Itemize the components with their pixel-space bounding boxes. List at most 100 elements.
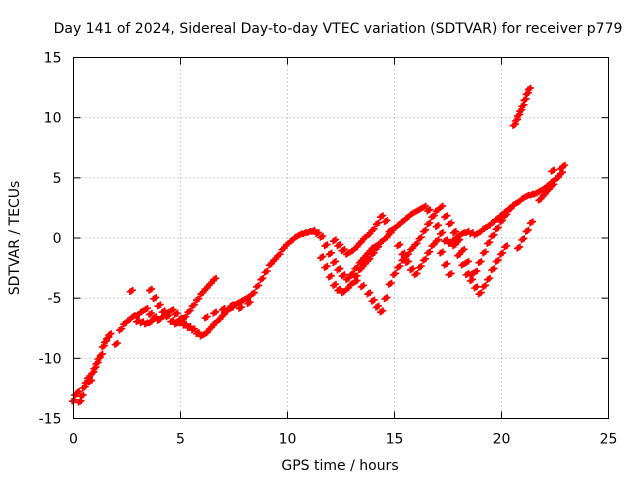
x-tick-label: 15 <box>386 432 404 448</box>
data-point <box>268 260 275 267</box>
data-point <box>516 243 524 251</box>
data-point <box>153 294 160 301</box>
data-point <box>114 339 121 347</box>
data-point <box>281 244 288 252</box>
x-tick-labels: 0 5 10 15 20 25 <box>69 432 617 448</box>
data-point <box>426 248 434 255</box>
data-point <box>392 270 400 277</box>
data-point <box>375 243 382 251</box>
data-point <box>341 246 348 253</box>
data-point <box>148 318 156 325</box>
data-point <box>408 266 415 273</box>
data-point <box>238 303 246 311</box>
data-point <box>461 260 468 267</box>
data-point <box>469 276 477 283</box>
data-point <box>431 241 438 248</box>
data-point <box>414 270 421 277</box>
data-point <box>88 377 96 384</box>
data-point <box>362 260 370 267</box>
data-point <box>426 219 434 226</box>
data-point <box>337 265 344 272</box>
data-point <box>332 258 340 265</box>
y-tick-label: 0 <box>53 231 62 247</box>
data-point <box>151 294 159 302</box>
data-point <box>418 262 425 270</box>
data-point <box>486 238 494 246</box>
x-tick-label: 0 <box>69 432 78 448</box>
data-point <box>118 325 126 332</box>
data-point <box>388 226 395 234</box>
data-point <box>358 258 365 265</box>
data-point <box>147 286 154 293</box>
data-point <box>542 190 549 198</box>
data-point <box>396 241 404 248</box>
data-point <box>272 255 280 263</box>
data-point <box>204 284 211 291</box>
y-tick-label: 5 <box>53 171 62 187</box>
data-point <box>396 262 404 270</box>
data-point <box>435 236 442 243</box>
data-point <box>478 258 485 265</box>
data-point <box>472 284 480 291</box>
data-point <box>200 289 207 296</box>
data-point <box>212 274 220 282</box>
data-point <box>508 205 515 212</box>
data-point <box>187 307 194 314</box>
data-point <box>367 289 374 296</box>
data-point <box>360 282 367 289</box>
data-point <box>208 324 216 331</box>
data-point <box>221 304 228 312</box>
data-point <box>465 258 472 265</box>
plot-frame <box>73 57 609 419</box>
data-point <box>129 286 136 294</box>
data-point <box>494 257 501 265</box>
data-point <box>161 307 168 314</box>
data-point <box>482 248 489 255</box>
data-point <box>448 270 455 277</box>
data-point <box>328 272 335 279</box>
data-point <box>405 258 412 265</box>
data-point <box>474 267 481 275</box>
data-point <box>208 279 216 287</box>
data-point <box>319 253 327 260</box>
data-point <box>444 212 451 219</box>
data-point <box>439 229 447 236</box>
data-point <box>435 221 442 229</box>
data-point <box>401 249 408 257</box>
data-point <box>384 294 391 301</box>
data-point <box>478 289 485 296</box>
data-point <box>211 309 218 316</box>
data-point <box>371 249 378 257</box>
data-point <box>315 229 323 236</box>
data-point <box>221 311 228 318</box>
data-point <box>170 317 177 324</box>
data-point <box>452 227 460 235</box>
data-point <box>191 325 198 332</box>
y-tick-labels: -15 -10 -5 0 5 10 15 <box>39 51 62 428</box>
data-point <box>322 263 330 271</box>
data-point <box>431 212 438 219</box>
data-point <box>170 306 177 313</box>
data-point <box>379 307 387 314</box>
data-point <box>375 302 382 309</box>
data-point <box>546 185 554 193</box>
data-point <box>521 235 528 242</box>
data-point <box>495 256 502 264</box>
data-point <box>178 318 186 325</box>
data-point <box>486 274 494 282</box>
data-point <box>217 315 224 323</box>
data-point <box>456 236 464 243</box>
data-point <box>230 301 237 308</box>
data-point <box>358 265 365 272</box>
data-point <box>491 265 498 272</box>
data-point <box>374 303 381 310</box>
data-point <box>529 218 537 225</box>
data-point <box>382 294 390 302</box>
data-point <box>319 232 327 240</box>
data-point <box>489 266 497 273</box>
data-point <box>527 84 534 92</box>
data-point <box>461 246 468 253</box>
data-point <box>204 313 211 320</box>
data-point <box>324 241 331 248</box>
